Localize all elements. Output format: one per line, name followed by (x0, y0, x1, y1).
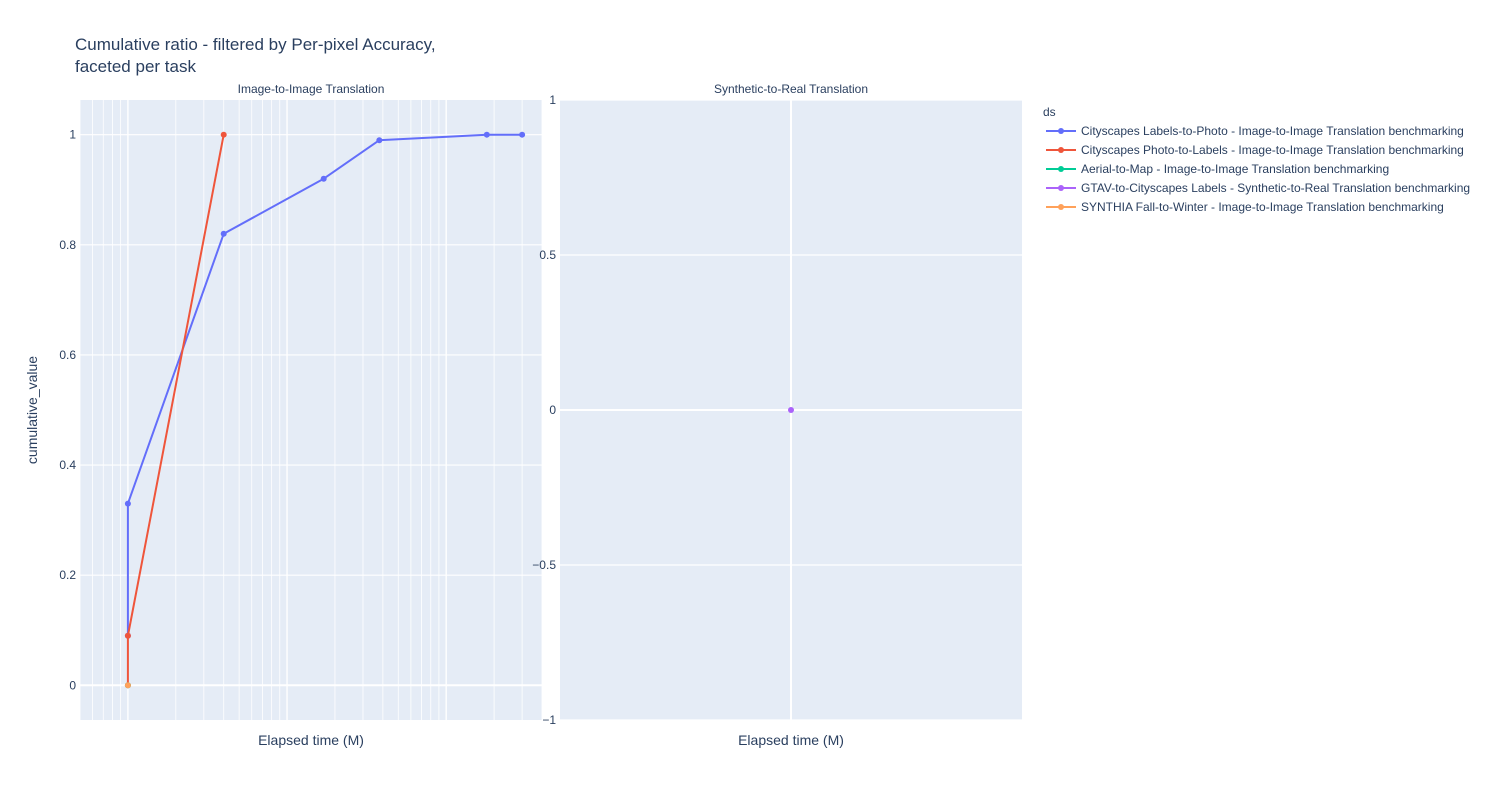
legend-swatch-marker (1058, 128, 1064, 134)
y-axis-title: cumulative_value (24, 356, 40, 464)
y-tick-label: 1 (69, 128, 76, 142)
facet-image-to-image: 0 0.2 0.4 0.6 0.8 1 Image-to-Image Translation… (59, 82, 543, 748)
legend-swatch-marker (1058, 147, 1064, 153)
legend-swatch-marker (1058, 185, 1064, 191)
data-point[interactable] (220, 131, 227, 138)
legend-label: Cityscapes Labels-to-Photo - Image-to-Im… (1081, 124, 1464, 138)
legend-title: ds (1043, 105, 1056, 119)
data-point[interactable] (124, 632, 131, 639)
data-point[interactable] (376, 137, 383, 144)
legend-item[interactable]: GTAV-to-Cityscapes Labels - Synthetic-to… (1046, 181, 1470, 195)
y-tick-label: 0 (69, 678, 76, 692)
y-tick-label: 0.8 (59, 238, 76, 252)
chart-title-line-1: Cumulative ratio - filtered by Per-pixel… (75, 35, 436, 54)
legend-label: Aerial-to-Map - Image-to-Image Translati… (1081, 162, 1389, 176)
legend-item[interactable]: Cityscapes Photo-to-Labels - Image-to-Im… (1046, 143, 1464, 157)
legend-swatch-marker (1058, 166, 1064, 172)
x-axis-title: Elapsed time (M) (258, 732, 364, 748)
legend-swatch-marker (1058, 204, 1064, 210)
x-axis-title: Elapsed time (M) (738, 732, 844, 748)
legend-item[interactable]: Cityscapes Labels-to-Photo - Image-to-Im… (1046, 124, 1464, 138)
y-tick-label: 0.4 (59, 458, 76, 472)
legend[interactable]: ds Cityscapes Labels-to-Photo - Image-to-… (1043, 105, 1470, 214)
chart-title-line-2: faceted per task (75, 57, 196, 76)
facet-title: Synthetic-to-Real Translation (714, 82, 868, 96)
facet-synthetic-to-real: −1 −0.5 0 0.5 1 Synthetic-to-Real Translation… (532, 82, 1022, 748)
legend-label: Cityscapes Photo-to-Labels - Image-to-Im… (1081, 143, 1464, 157)
facet-title: Image-to-Image Translation (238, 82, 385, 96)
legend-label: SYNTHIA Fall-to-Winter - Image-to-Image … (1081, 200, 1444, 214)
data-point[interactable] (124, 500, 131, 507)
data-point[interactable] (483, 131, 490, 138)
y-tick-label: −0.5 (532, 558, 556, 572)
y-tick-label: −1 (542, 713, 556, 727)
y-tick-label: 0.6 (59, 348, 76, 362)
legend-label: GTAV-to-Cityscapes Labels - Synthetic-to… (1081, 181, 1470, 195)
data-point[interactable] (519, 131, 526, 138)
data-point[interactable] (320, 175, 327, 182)
legend-item[interactable]: SYNTHIA Fall-to-Winter - Image-to-Image … (1046, 200, 1444, 214)
y-tick-label: 1 (549, 93, 556, 107)
plot-background (80, 100, 542, 720)
data-point[interactable] (788, 407, 794, 413)
data-point[interactable] (220, 230, 227, 237)
y-tick-label: 0.5 (539, 248, 556, 262)
y-tick-label: 0.2 (59, 568, 76, 582)
legend-item[interactable]: Aerial-to-Map - Image-to-Image Translati… (1046, 162, 1389, 176)
y-tick-label: 0 (549, 403, 556, 417)
data-point[interactable] (124, 682, 131, 689)
